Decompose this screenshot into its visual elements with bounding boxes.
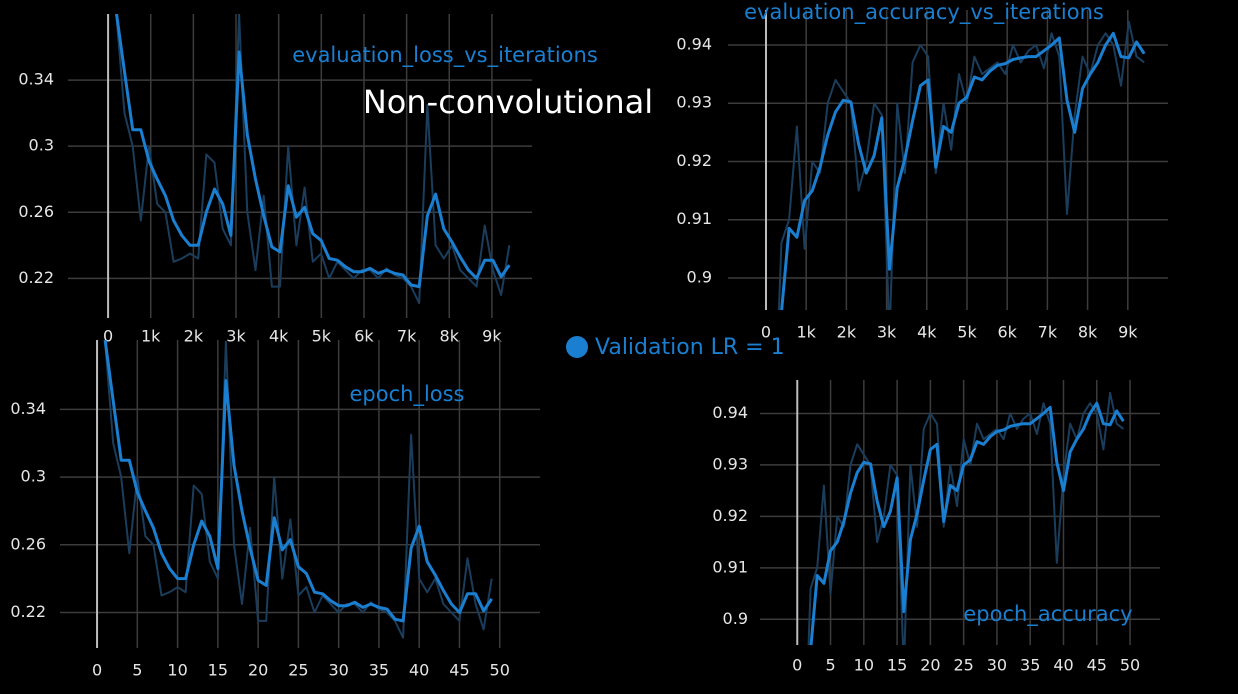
x-tick-label: 35 [1020, 656, 1040, 675]
y-tick-label: 0.92 [676, 151, 712, 170]
x-tick-label: 0 [792, 656, 802, 675]
x-tick-label: 2k [837, 323, 857, 342]
x-tick-label: 8k [1078, 323, 1098, 342]
chart: 0.22 0.26 0.3 0.34 0 5 10 15 20 25 30 35 40 45 50 epoch… [10, 340, 540, 680]
x-tick-label: 8k [440, 327, 460, 346]
x-tick-label: 50 [1120, 656, 1140, 675]
x-tick-label: 30 [987, 656, 1007, 675]
y-tick-label: 0.94 [712, 403, 748, 422]
x-tick-label: 45 [449, 661, 469, 680]
x-tick-label: 50 [490, 661, 510, 680]
x-tick-label: 40 [1053, 656, 1073, 675]
x-tick-label: 3k [877, 323, 897, 342]
x-tick-label: 6k [997, 323, 1017, 342]
x-tick-label: 40 [409, 661, 429, 680]
x-tick-label: 15 [208, 661, 228, 680]
x-tick-label: 4k [917, 323, 937, 342]
y-tick-label: 0.9 [687, 267, 712, 286]
legend-marker [566, 336, 588, 358]
smoothed-line [780, 31, 1146, 310]
raw-line [777, 20, 1145, 310]
x-tick-label: 5 [825, 656, 835, 675]
x-tick-label: 10 [854, 656, 874, 675]
chart: 0.22 0.26 0.3 0.34 0 1k 2k 3k 4k 5k 6k 7k 8k 9k evalua… [18, 14, 598, 346]
chart: 0.9 0.91 0.92 0.93 0.94 0 1k 2k 3k 4k 5k 6k 7k 8k 9k ev… [676, 0, 1168, 342]
x-tick-label: 20 [920, 656, 940, 675]
x-tick-label: 30 [328, 661, 348, 680]
x-tick-label: 5k [312, 327, 332, 346]
x-tick-label: 20 [248, 661, 268, 680]
x-tick-label: 7k [397, 327, 417, 346]
y-tick-label: 0.34 [10, 399, 46, 418]
x-tick-label: 25 [288, 661, 308, 680]
page-title: Non-convolutional [363, 83, 653, 121]
y-tick-label: 0.91 [712, 557, 748, 576]
y-tick-label: 0.34 [18, 70, 54, 89]
y-tick-label: 0.93 [676, 93, 712, 112]
x-tick-label: 25 [953, 656, 973, 675]
y-tick-label: 0.93 [712, 454, 748, 473]
y-tick-label: 0.22 [10, 602, 46, 621]
y-tick-label: 0.22 [18, 268, 54, 287]
y-tick-label: 0.3 [21, 467, 46, 486]
x-tick-label: 9k [1118, 323, 1138, 342]
y-tick-label: 0.94 [676, 34, 712, 53]
x-tick-label: 1k [796, 323, 816, 342]
x-tick-label: 5k [957, 323, 977, 342]
x-tick-label: 0 [103, 327, 113, 346]
x-tick-label: 10 [167, 661, 187, 680]
y-tick-label: 0.26 [18, 202, 54, 221]
smoothed-line [115, 14, 511, 289]
x-tick-label: 9k [482, 327, 502, 346]
x-tick-label: 0 [761, 323, 771, 342]
smoothed-line [809, 401, 1125, 645]
x-tick-label: 1k [141, 327, 161, 346]
x-tick-label: 7k [1038, 323, 1058, 342]
x-tick-label: 45 [1087, 656, 1107, 675]
chart-title: epoch_accuracy [963, 602, 1132, 627]
chart-title: evaluation_accuracy_vs_iterations [744, 0, 1104, 25]
y-tick-label: 0.3 [29, 136, 54, 155]
raw-line [115, 14, 511, 305]
chart-title: epoch_loss [349, 382, 464, 407]
x-tick-label: 15 [887, 656, 907, 675]
x-tick-label: 35 [369, 661, 389, 680]
chart-title: evaluation_loss_vs_iterations [292, 43, 598, 68]
legend-label: Validation LR = 1 [595, 335, 785, 360]
raw-line [807, 391, 1125, 645]
x-tick-label: 0 [92, 661, 102, 680]
y-tick-label: 0.91 [676, 209, 712, 228]
x-tick-label: 2k [184, 327, 204, 346]
y-tick-label: 0.26 [10, 534, 46, 553]
y-tick-label: 0.9 [723, 609, 748, 628]
x-tick-label: 3k [226, 327, 246, 346]
smoothed-line [103, 340, 493, 623]
x-tick-label: 6k [354, 327, 374, 346]
x-tick-label: 4k [269, 327, 289, 346]
x-tick-label: 5 [132, 661, 142, 680]
raw-line [104, 340, 493, 639]
y-tick-label: 0.92 [712, 506, 748, 525]
chart: 0.9 0.91 0.92 0.93 0.94 0 5 10 15 20 25 30 35 40 45 50 e… [712, 380, 1160, 675]
